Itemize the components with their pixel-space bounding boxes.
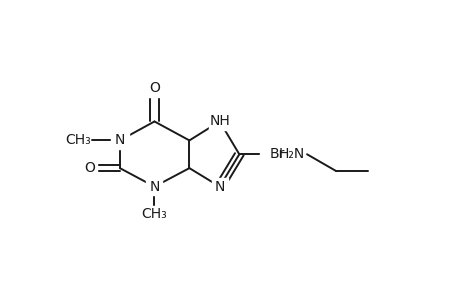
Bar bbox=[147, 79, 161, 97]
Text: O: O bbox=[84, 161, 95, 175]
Text: H₂N: H₂N bbox=[279, 147, 305, 161]
Text: CH₃: CH₃ bbox=[65, 134, 90, 147]
Text: N: N bbox=[214, 180, 224, 194]
Bar bbox=[146, 178, 162, 195]
Bar bbox=[208, 113, 230, 130]
Text: NH: NH bbox=[209, 115, 230, 128]
Text: CH₃: CH₃ bbox=[141, 207, 167, 221]
Bar bbox=[111, 132, 129, 149]
Text: Br: Br bbox=[269, 147, 285, 161]
Bar bbox=[82, 160, 96, 177]
Text: N: N bbox=[114, 134, 125, 147]
Bar bbox=[141, 206, 168, 223]
Text: O: O bbox=[149, 81, 160, 95]
Bar bbox=[259, 146, 279, 163]
Bar bbox=[211, 178, 227, 195]
Text: N: N bbox=[149, 180, 159, 194]
